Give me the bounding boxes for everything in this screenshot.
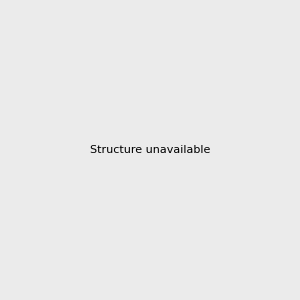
Text: Structure unavailable: Structure unavailable [90,145,210,155]
